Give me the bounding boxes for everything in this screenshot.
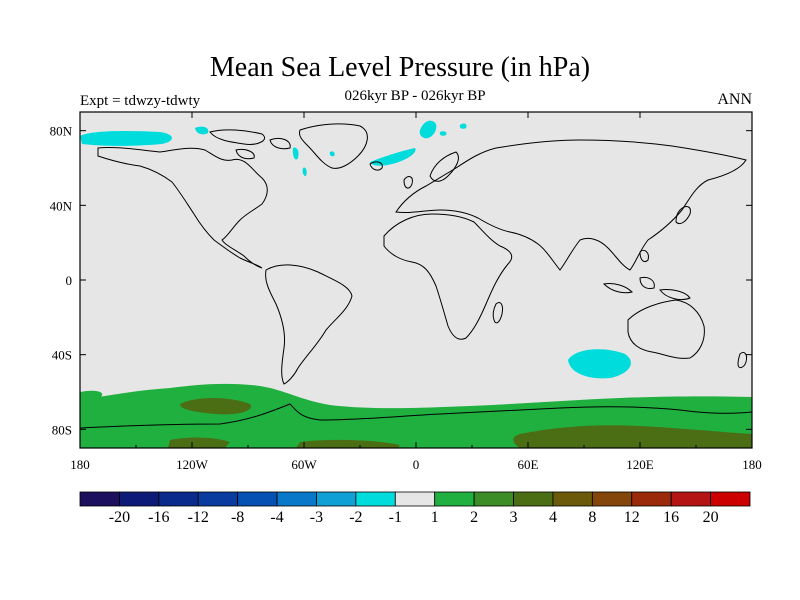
colorbar-label: 8 [588,509,596,526]
colorbar-swatch [513,491,554,507]
coastline-africa [383,213,513,340]
negative-anomaly-region [459,123,467,129]
colorbar-swatch [670,491,711,507]
strong-positive-anomaly-region [296,439,400,448]
lon-tick-label: 0 [413,457,420,472]
colorbar-label: -16 [148,509,169,526]
longitude-ticks: 180 120W 60W 0 60E 120E 180 [70,112,762,472]
colorbar-swatch [710,491,751,507]
coastline-madagascar [492,301,503,324]
colorbar-labels: -20 -16 -12 -8 -4 -3 -2 -1 1 2 3 4 8 12 16 20 [109,509,719,526]
chart-title: Mean Sea Level Pressure (in hPa) [209,52,591,83]
coastline-eurasia [395,139,747,271]
lon-tick-label: 120E [626,457,654,472]
coastline-australia [627,299,705,359]
negative-anomaly-region [292,147,299,160]
colorbar-swatch [237,491,278,507]
negative-anomaly-region [370,148,416,166]
colorbar-swatch [158,491,199,507]
coastline-maritime-continent [602,249,691,301]
pressure-fields [80,120,752,448]
lat-tick-label: 40N [50,198,73,213]
colorbar-label: -12 [188,509,209,526]
negative-anomaly-region [568,349,631,379]
coastline-japan [675,206,691,225]
colorbar-label: -4 [270,509,283,526]
strong-positive-anomaly-region [513,425,752,448]
colorbar-label: -8 [231,509,244,526]
colorbar-label: 3 [510,509,518,526]
colorbar-label: -20 [109,509,130,526]
lon-tick-label: 60E [518,457,539,472]
colorbar-label: 16 [663,509,679,526]
coastline-north-america [97,147,268,269]
coastline-canadian-islands [209,129,291,160]
strong-positive-anomaly-region [180,398,251,415]
colorbar-swatch [276,491,317,507]
lon-tick-label: 60W [291,457,317,472]
colorbar-label: -2 [349,509,362,526]
colorbar-swatch [473,491,514,507]
coastline-new-zealand [737,351,747,369]
colorbar-swatch [119,491,160,507]
colorbar-swatch [316,491,357,507]
coastline-scandinavia [429,151,459,182]
lat-tick-label: 0 [66,273,73,288]
coastlines [80,123,752,429]
colorbar-label: 1 [431,509,439,526]
negative-anomaly-region [419,120,437,139]
lat-tick-label: 80N [50,124,73,139]
negative-anomaly-region [439,131,447,136]
colorbar-swatch [434,491,475,507]
colorbar-swatch [79,491,120,507]
colorbar [79,491,751,507]
negative-anomaly-region [80,131,172,146]
negative-anomaly-region [195,126,209,135]
experiment-label: Expt = tdwzy-tdwty [80,93,201,109]
colorbar-label: -1 [389,509,402,526]
coastline-antarctica [80,403,752,429]
coastline-british-isles [403,176,413,189]
lat-tick-label: 80S [52,422,72,437]
colorbar-swatch [591,491,633,507]
strong-positive-anomaly-region [168,437,230,448]
lon-tick-label: 180 [70,457,90,472]
lat-tick-label: 40S [52,348,72,363]
colorbar-swatch [631,491,672,507]
lon-tick-label: 180 [742,457,762,472]
lon-tick-label: 120W [176,457,209,472]
colorbar-label: 2 [470,509,478,526]
coastline-greenland [299,123,368,169]
chart-subtitle: 026kyr BP - 026kyr BP [344,88,486,104]
colorbar-label: -3 [310,509,323,526]
positive-anomaly-region [80,390,103,402]
coastline-iceland [369,161,383,171]
coastline-south-america [265,264,353,385]
colorbar-label: 12 [624,509,640,526]
negative-anomaly-region [302,167,307,176]
latitude-ticks: 80N 40N 0 40S 80S [50,124,752,437]
colorbar-label: 4 [549,509,557,526]
negative-anomaly-region [329,151,335,157]
season-label: ANN [717,91,752,108]
colorbar-swatch [197,491,239,507]
colorbar-swatch [355,491,396,507]
colorbar-label: 20 [703,509,719,526]
colorbar-swatch [394,491,436,507]
colorbar-swatch [552,491,593,507]
